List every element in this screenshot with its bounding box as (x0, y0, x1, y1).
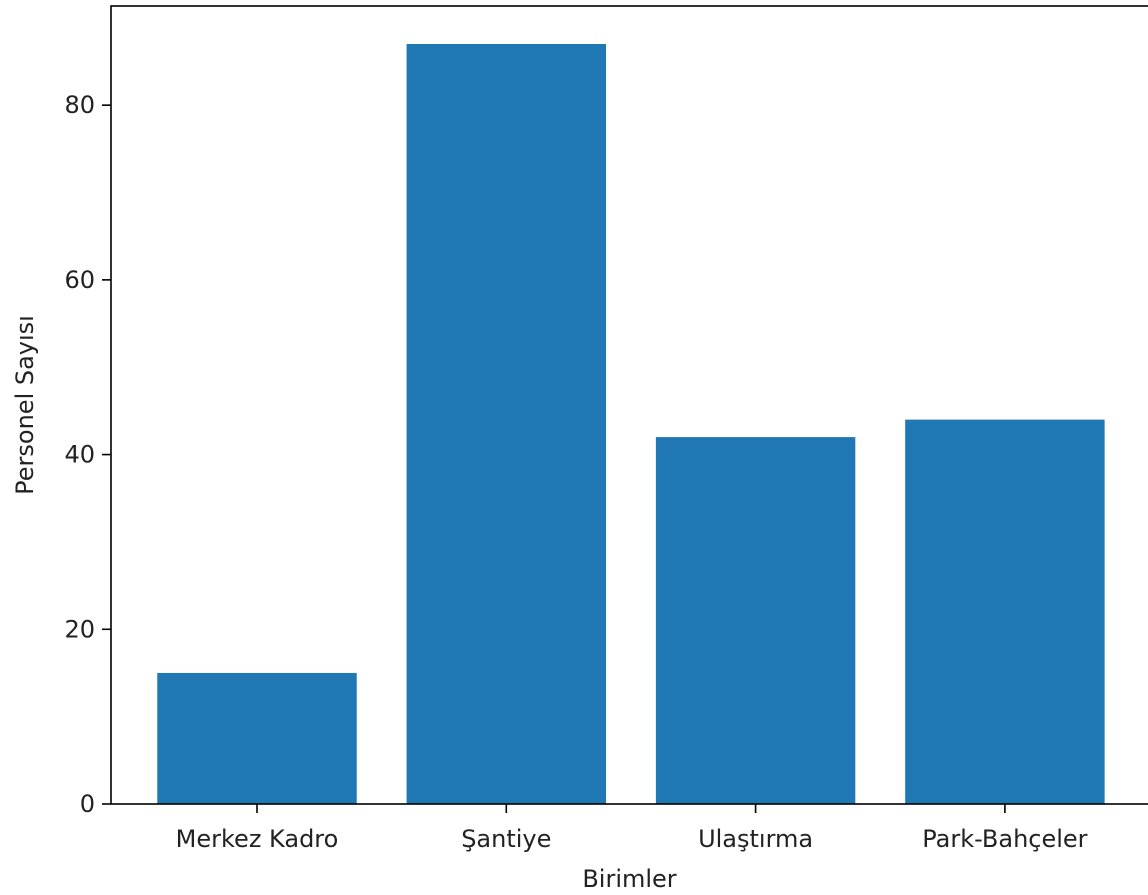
bar-0 (157, 672, 357, 804)
x-axis-label: Birimler (582, 865, 676, 893)
plot-frame (110, 5, 1148, 805)
x-tick-label-3: Park-Bahçeler (922, 825, 1087, 853)
bar-3 (905, 419, 1105, 804)
x-axis-ticks: Merkez Kadro Şantiye Ulaştırma Park-Bahçele… (176, 804, 1088, 853)
y-tick-label-4: 80 (64, 91, 95, 119)
x-tick-label-1: Şantiye (461, 825, 551, 853)
y-tick-label-0: 0 (80, 790, 95, 818)
y-tick-label-1: 20 (64, 615, 95, 643)
bar-2 (655, 437, 856, 804)
y-axis-label: Personel Sayısı (11, 315, 39, 495)
y-tick-label-2: 40 (64, 441, 95, 469)
y-axis-ticks: 0 20 40 60 80 (64, 91, 111, 818)
y-tick-label-3: 60 (64, 266, 95, 294)
bars-group (157, 44, 1105, 804)
x-tick-label-2: Ulaştırma (698, 825, 813, 853)
x-tick-label-0: Merkez Kadro (176, 825, 339, 853)
bar-1 (406, 44, 607, 804)
